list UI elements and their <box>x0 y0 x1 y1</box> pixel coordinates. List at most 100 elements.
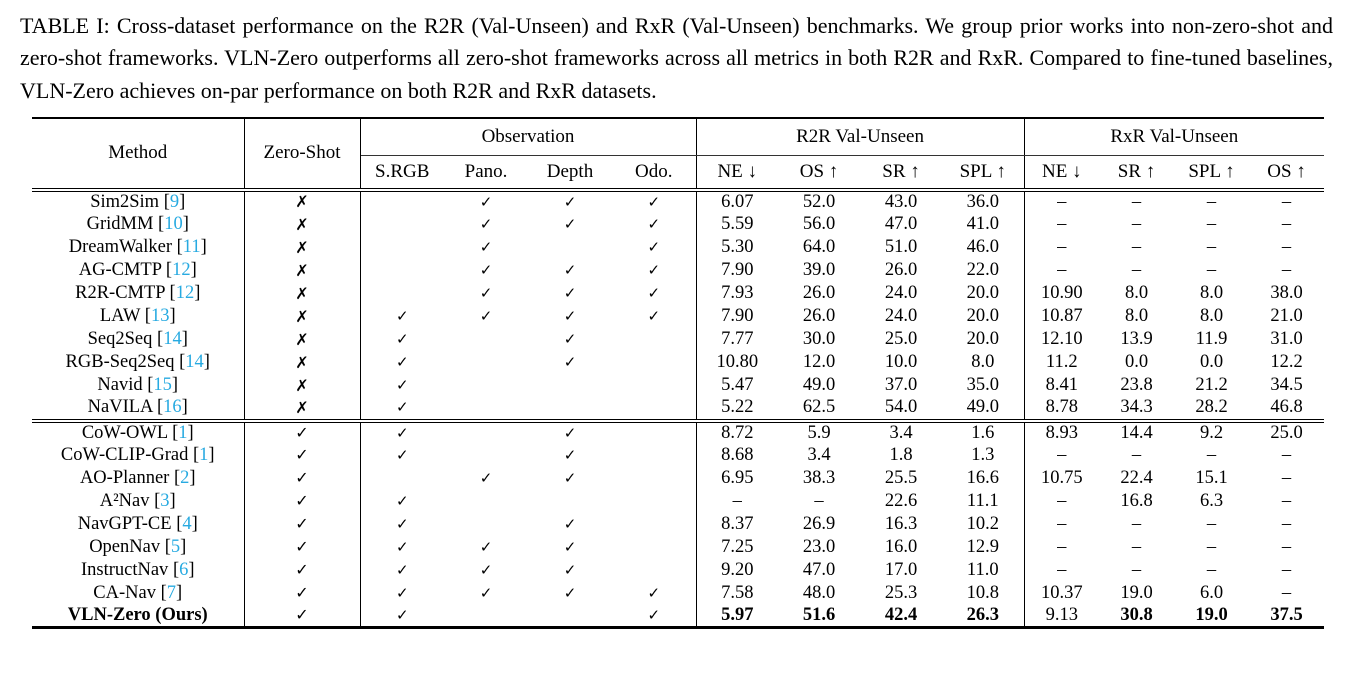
citation-number[interactable]: 3 <box>160 490 170 511</box>
observation-check-icon: ✓ <box>395 514 409 533</box>
col-header-rxr-ne: NE ↓ <box>1024 155 1100 192</box>
r2r-value-cell: 5.30 <box>721 237 754 258</box>
r2r-value-cell: 20.0 <box>942 305 1025 329</box>
observation-check-icon: ✓ <box>612 213 697 237</box>
r2r-value-cell: 35.0 <box>942 374 1025 398</box>
observation-empty-cell <box>612 328 697 352</box>
citation-number[interactable]: 10 <box>164 214 183 235</box>
citation-link[interactable]: [12] <box>165 260 197 281</box>
citation-number[interactable]: 1 <box>199 444 209 465</box>
citation-link[interactable]: [4] <box>176 513 198 534</box>
citation-link[interactable]: [14] <box>179 352 210 373</box>
method-cell: VLN-Zero (Ours) <box>32 604 245 630</box>
rxr-value-cell: – <box>1206 214 1217 235</box>
citation-number[interactable]: 11 <box>182 237 201 258</box>
citation-number[interactable]: 2 <box>180 467 190 488</box>
citation-number[interactable]: 15 <box>153 375 172 396</box>
observation-check-icon: ✓ <box>612 189 697 214</box>
citation-link[interactable]: [10] <box>158 214 189 235</box>
citation-link[interactable]: [7] <box>160 582 183 603</box>
method-name: DreamWalker <box>68 237 172 258</box>
observation-empty-cell <box>528 397 612 420</box>
rxr-value-cell: 10.87 <box>1040 306 1083 327</box>
citation-number[interactable]: 12 <box>175 283 195 304</box>
method-name: GridMM <box>86 214 154 235</box>
col-header-odo: Odo. <box>612 155 697 192</box>
observation-check-icon: ✓ <box>395 583 409 602</box>
citation-number[interactable]: 9 <box>169 191 180 212</box>
method-cell: DreamWalker [11] <box>32 236 245 260</box>
col-header-rxr-sr: SR ↑ <box>1099 155 1175 192</box>
r2r-value-cell: 20.0 <box>942 328 1025 352</box>
citation-number[interactable]: 14 <box>185 352 204 373</box>
observation-check-icon: ✓ <box>612 305 697 329</box>
citation-link[interactable]: [14] <box>157 329 188 350</box>
rxr-value-cell: – <box>1131 536 1142 557</box>
observation-check-icon: ✓ <box>612 282 697 306</box>
rxr-value-cell: 10.75 <box>1040 467 1083 488</box>
r2r-value-cell: 49.0 <box>942 397 1025 421</box>
table-row: A²Nav [3] ✓ ✓ – –22.6 11.1–16.8 6.3– <box>32 489 1324 513</box>
zero-shot-check-icon: ✓ <box>244 581 361 605</box>
citation-link[interactable]: [3] <box>154 490 176 511</box>
r2r-value-cell: 7.90 <box>721 260 754 281</box>
r2r-value-cell: 22.0 <box>942 259 1025 283</box>
r2r-value-cell: 25.0 <box>884 329 918 350</box>
observation-check-icon: ✓ <box>479 583 493 602</box>
citation-link[interactable]: [1] <box>172 422 194 443</box>
citation-number[interactable]: 1 <box>178 422 188 443</box>
observation-check-icon: ✓ <box>563 284 577 303</box>
citation-link[interactable]: [6] <box>172 559 195 580</box>
citation-link[interactable]: [1] <box>192 444 215 465</box>
citation-number[interactable]: 6 <box>179 559 189 580</box>
observation-empty-cell <box>612 535 697 559</box>
r2r-value-cell: 56.0 <box>802 214 836 235</box>
observation-check-icon: ✓ <box>479 238 493 257</box>
citation-number[interactable]: 14 <box>163 329 182 350</box>
r2r-value-cell: 5.22 <box>721 397 754 418</box>
citation-number[interactable]: 13 <box>150 306 170 327</box>
citation-number[interactable]: 7 <box>166 582 177 603</box>
col-header-rxr-os: OS ↑ <box>1249 155 1325 192</box>
observation-check-icon: ✓ <box>479 537 493 556</box>
table-row: GridMM [10] ✗ ✓ ✓ ✓ 5.59 56.0 47.0 41.0– – – – <box>32 213 1324 237</box>
citation-link[interactable]: [11] <box>176 237 207 258</box>
col-header-r2r-os: OS ↑ <box>778 155 860 192</box>
observation-empty-cell <box>528 374 612 397</box>
observation-empty-cell <box>444 374 528 397</box>
r2r-value-cell: 6.07 <box>721 191 754 212</box>
citation-number[interactable]: 4 <box>182 513 192 534</box>
table-row: Seq2Seq [14] ✗ ✓ ✓ 7.77 30.0 25.0 20.0 12.10 13.9… <box>32 328 1324 352</box>
r2r-value-cell: 64.0 <box>802 237 836 258</box>
zero-shot-check-icon: ✓ <box>244 535 361 559</box>
citation-link[interactable]: [2] <box>173 467 196 488</box>
observation-check-icon: ✓ <box>563 537 577 556</box>
method-name: NavGPT-CE <box>77 513 172 534</box>
citation-link[interactable]: [16] <box>157 397 188 418</box>
rxr-value-cell: 21.2 <box>1195 375 1228 396</box>
method-name: VLN-Zero (Ours) <box>67 604 208 625</box>
observation-check-icon: ✓ <box>563 261 577 280</box>
r2r-value-cell: 16.0 <box>884 536 918 557</box>
citation-number[interactable]: 16 <box>163 397 182 418</box>
table-row: AO-Planner [2] ✓ ✓ ✓ 6.95 38.3 25.5 16.6 10.75 22… <box>32 466 1324 490</box>
citation-link[interactable]: [12] <box>169 283 201 304</box>
citation-link[interactable]: [15] <box>147 375 179 396</box>
method-cell: Navid [15] <box>32 374 245 398</box>
citation-link[interactable]: [9] <box>163 191 186 212</box>
r2r-value-cell: 8.37 <box>721 513 754 534</box>
citation-number[interactable]: 5 <box>170 536 181 557</box>
citation-number[interactable]: 12 <box>172 260 191 281</box>
rxr-value-cell: 9.13 <box>1024 604 1100 630</box>
rxr-value-cell: – <box>1206 191 1217 212</box>
method-cell: NavGPT-CE [4] <box>32 512 245 536</box>
r2r-value-cell: 23.0 <box>802 536 836 557</box>
observation-check-icon: ✓ <box>612 581 697 605</box>
rxr-value-cell: 14.4 <box>1099 418 1175 444</box>
rxr-value-cell: 25.0 <box>1249 418 1325 444</box>
rxr-value-cell: 19.0 <box>1120 582 1153 603</box>
citation-link[interactable]: [5] <box>164 536 187 557</box>
citation-link[interactable]: [13] <box>144 306 176 327</box>
observation-check-icon: ✓ <box>395 398 409 417</box>
col-header-r2r-ne: NE ↓ <box>696 155 778 192</box>
